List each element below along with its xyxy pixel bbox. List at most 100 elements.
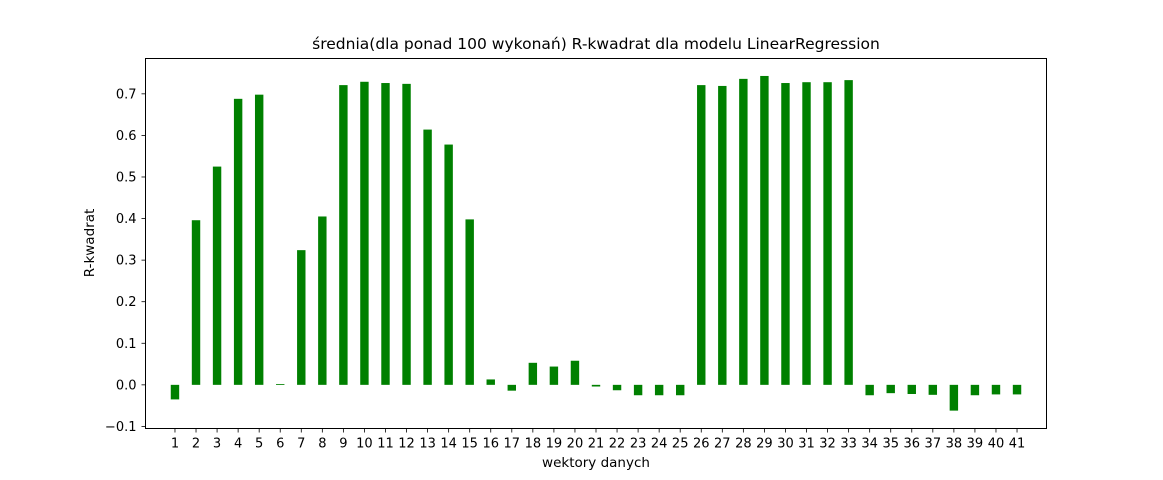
bar-40	[991, 384, 1001, 395]
x-tick-label: 8	[318, 437, 326, 452]
x-tick-label: 1	[171, 437, 179, 452]
x-tick-label: 7	[297, 437, 305, 452]
x-tick-label: 17	[504, 437, 521, 452]
x-tick-label: 41	[1009, 437, 1026, 452]
x-tick-label: 18	[525, 437, 542, 452]
bars-group	[170, 75, 1022, 411]
bar-16	[486, 379, 495, 385]
x-tick-label: 2	[192, 437, 200, 452]
y-tick-label: 0.5	[116, 170, 137, 185]
plot-frame	[145, 58, 1047, 429]
x-tick-label: 30	[777, 437, 794, 452]
x-tick-label: 15	[461, 437, 478, 452]
y-tick-label: 0.7	[116, 87, 137, 102]
x-tick-label: 3	[213, 437, 221, 452]
bar-38	[949, 384, 959, 411]
x-tick-label: 29	[756, 437, 773, 452]
x-tick-label: 21	[588, 437, 605, 452]
bar-6	[276, 384, 285, 385]
x-tick-label: 20	[567, 437, 584, 452]
bar-34	[865, 384, 874, 396]
x-tick-label: 35	[882, 437, 899, 452]
bar-23	[633, 384, 643, 396]
bar-9	[339, 85, 348, 385]
x-tick-label: 25	[672, 437, 689, 452]
bar-10	[360, 81, 369, 385]
bar-22	[612, 384, 622, 391]
y-tick-label: 0.1	[116, 337, 137, 352]
x-tick-label: 28	[735, 437, 752, 452]
y-tick-label: 0.2	[116, 295, 137, 310]
x-axis-ticks: 1 2 3 4 5 6 7 8 9 10 11 12 13 14 15 16 17 18 19 20 21 22 23 24 2…	[171, 428, 1026, 452]
bar-1	[170, 384, 180, 400]
bar-39	[970, 384, 980, 396]
y-tick-label: 0.4	[116, 212, 137, 227]
x-tick-label: 37	[925, 437, 942, 452]
bar-20	[570, 360, 580, 385]
bar-24	[654, 384, 664, 396]
x-tick-label: 34	[861, 437, 878, 452]
x-tick-label: 4	[234, 437, 242, 452]
bar-3	[212, 166, 222, 385]
x-tick-label: 11	[377, 437, 394, 452]
bar-8	[318, 216, 327, 385]
bar-27	[718, 85, 727, 385]
x-tick-label: 24	[651, 437, 668, 452]
bar-4	[233, 98, 243, 385]
bar-15	[465, 219, 474, 385]
x-tick-label: 40	[988, 437, 1005, 452]
x-tick-label: 22	[609, 437, 626, 452]
bar-19	[549, 366, 559, 385]
x-tick-label: 6	[276, 437, 284, 452]
x-tick-label: 33	[840, 437, 857, 452]
x-tick-label: 26	[693, 437, 710, 452]
x-tick-label: 9	[339, 437, 347, 452]
x-tick-label: 32	[819, 437, 836, 452]
x-tick-label: 14	[440, 437, 457, 452]
y-axis-label: R-kwadrat	[82, 209, 98, 278]
x-tick-label: 19	[546, 437, 563, 452]
bar-17	[507, 384, 516, 391]
bar-21	[591, 384, 601, 387]
x-tick-label: 12	[398, 437, 415, 452]
x-axis-label: wektory danych	[542, 455, 650, 471]
bar-35	[886, 384, 895, 394]
bar-32	[823, 82, 832, 385]
bar-30	[781, 83, 790, 385]
x-tick-label: 36	[903, 437, 920, 452]
bar-41	[1012, 384, 1022, 395]
y-tick-label: −0.1	[105, 420, 137, 435]
x-tick-label: 5	[255, 437, 263, 452]
bar-5	[254, 94, 264, 385]
x-tick-label: 10	[356, 437, 373, 452]
chart-title: średnia(dla ponad 100 wykonań) R-kwadrat…	[312, 35, 880, 53]
bar-25	[676, 384, 685, 396]
x-tick-label: 39	[967, 437, 984, 452]
bar-14	[444, 144, 453, 385]
bar-26	[697, 85, 706, 385]
bar-12	[402, 83, 411, 385]
y-tick-label: 0.0	[116, 378, 137, 393]
bar-29	[760, 75, 769, 385]
y-tick-label: 0.3	[116, 254, 137, 269]
bar-31	[802, 82, 811, 385]
bar-11	[381, 83, 390, 385]
bar-18	[528, 362, 538, 385]
bar-2	[191, 220, 201, 385]
x-tick-label: 31	[798, 437, 815, 452]
y-axis-ticks: −0.1 0.0 0.1 0.2 0.3 0.4 0.5 0.6 0.7	[105, 87, 146, 435]
x-tick-label: 13	[419, 437, 436, 452]
x-tick-label: 27	[714, 437, 731, 452]
bar-7	[297, 250, 306, 385]
bar-37	[928, 384, 938, 395]
x-tick-label: 16	[482, 437, 499, 452]
bar-13	[423, 129, 432, 385]
bar-36	[907, 384, 916, 394]
bar-33	[844, 80, 853, 385]
x-tick-label: 23	[630, 437, 647, 452]
x-tick-label: 38	[946, 437, 963, 452]
bar-28	[739, 78, 748, 385]
y-tick-label: 0.6	[116, 129, 137, 144]
